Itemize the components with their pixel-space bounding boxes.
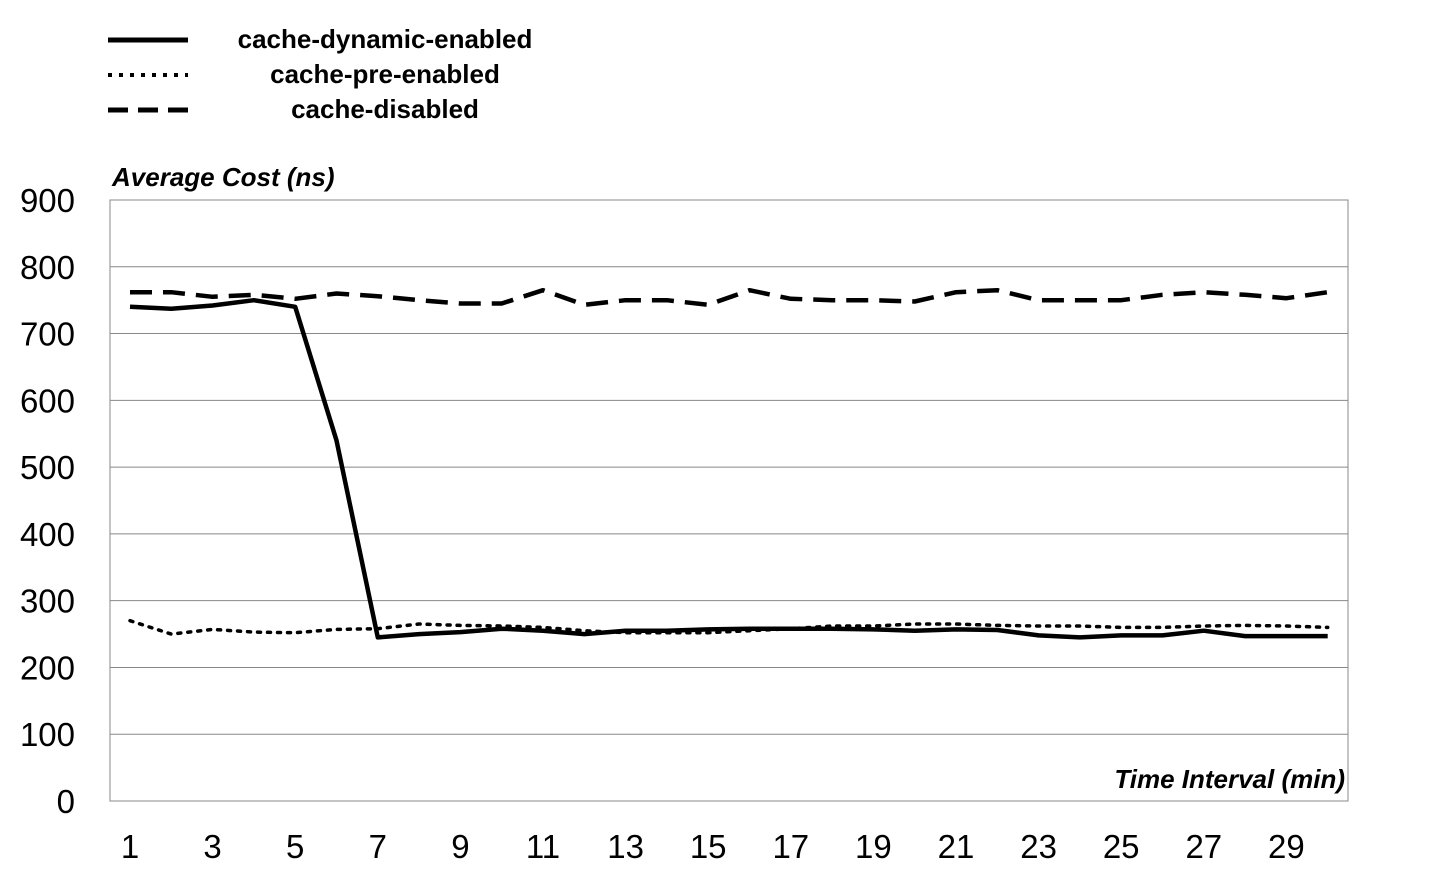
legend-label: cache-disabled <box>291 94 479 124</box>
y-tick-label: 900 <box>20 182 75 219</box>
x-tick-label: 23 <box>1020 828 1057 865</box>
legend-label: cache-pre-enabled <box>270 59 500 89</box>
y-tick-label: 200 <box>20 649 75 686</box>
y-tick-label: 0 <box>57 783 75 820</box>
x-tick-label: 1 <box>121 828 139 865</box>
legend-label: cache-dynamic-enabled <box>238 24 533 54</box>
x-tick-label: 7 <box>369 828 387 865</box>
y-axis-ticks: 0 100 200 300 400 500 600 700 800 900 <box>20 182 75 820</box>
legend: cache-dynamic-enabled cache-pre-enabled ca… <box>108 24 532 124</box>
x-tick-label: 27 <box>1185 828 1222 865</box>
x-tick-label: 3 <box>203 828 221 865</box>
x-axis-ticks: 1 3 5 7 9 11 13 15 17 19 21 23 25 27 29 <box>121 828 1305 865</box>
y-tick-label: 100 <box>20 716 75 753</box>
plot-area <box>109 199 1349 802</box>
x-tick-label: 5 <box>286 828 304 865</box>
x-tick-label: 25 <box>1103 828 1140 865</box>
y-tick-label: 400 <box>20 516 75 553</box>
y-tick-label: 800 <box>20 249 75 286</box>
x-tick-label: 11 <box>526 828 560 865</box>
x-axis-title: Time Interval (min) <box>1114 764 1345 794</box>
series-lines <box>128 287 1330 640</box>
series-line-cache-pre-enabled <box>128 618 1330 636</box>
x-tick-label: 9 <box>451 828 469 865</box>
y-tick-label: 300 <box>20 583 75 620</box>
x-tick-label: 21 <box>938 828 975 865</box>
series-line-cache-disabled <box>130 287 1329 308</box>
x-tick-label: 19 <box>855 828 892 865</box>
x-tick-label: 15 <box>690 828 727 865</box>
y-tick-label: 600 <box>20 382 75 419</box>
gridlines <box>110 199 1348 735</box>
x-tick-label: 29 <box>1268 828 1305 865</box>
x-tick-label: 17 <box>772 828 809 865</box>
y-axis-title: Average Cost (ns) <box>111 162 335 192</box>
series-line-cache-dynamic-enabled <box>129 297 1328 640</box>
y-tick-label: 700 <box>20 316 75 353</box>
y-tick-label: 500 <box>20 449 75 486</box>
x-tick-label: 13 <box>607 828 644 865</box>
